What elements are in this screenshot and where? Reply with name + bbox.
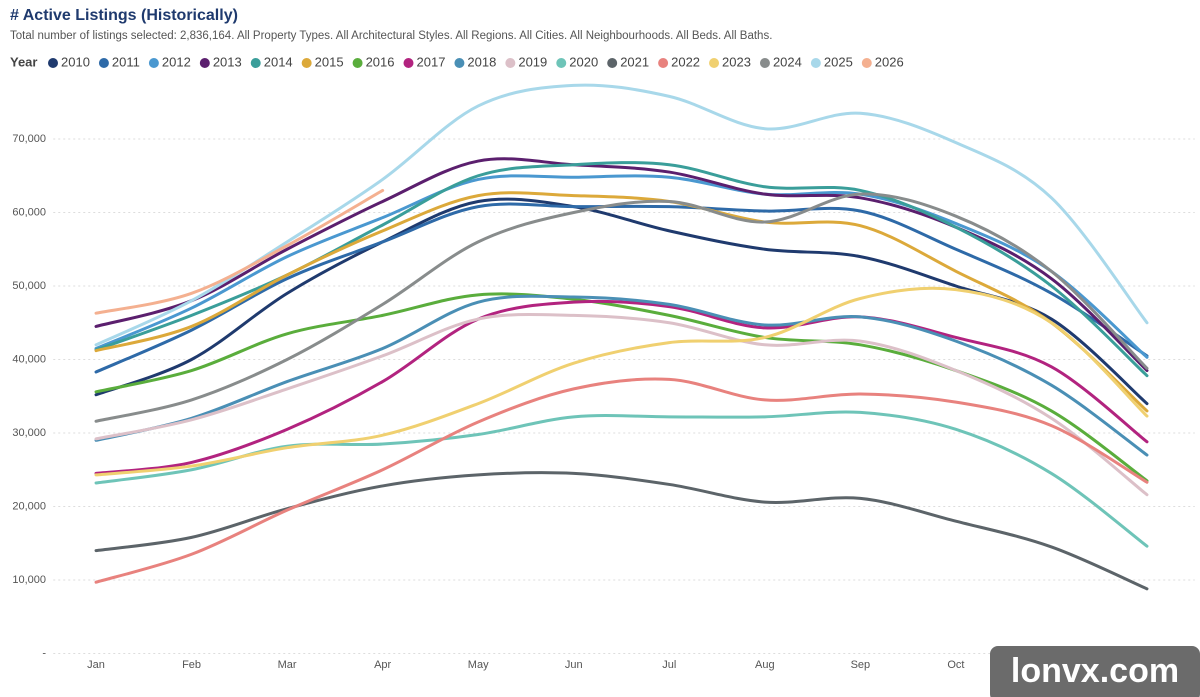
lines xyxy=(94,83,1149,591)
legend-swatch xyxy=(352,58,363,68)
x-tick-label: Mar xyxy=(278,659,297,671)
legend-label: 2022 xyxy=(671,54,700,69)
x-tick-label: Jan xyxy=(87,659,105,671)
legend-swatch xyxy=(98,58,109,68)
series-line xyxy=(94,174,1149,359)
legend-label: 2014 xyxy=(264,54,293,69)
series-line xyxy=(94,192,1149,423)
legend-swatch xyxy=(403,58,414,68)
legend-swatch xyxy=(454,58,465,68)
legend-label: 2026 xyxy=(875,54,904,69)
series-line xyxy=(94,202,1149,374)
legend-label: 2010 xyxy=(61,54,90,69)
x-tick-label: Jul xyxy=(662,659,676,671)
legend-label: 2025 xyxy=(824,54,853,69)
y-tick-label: 60,000 xyxy=(12,206,46,218)
series-line xyxy=(94,157,1149,373)
x-tick-label: Aug xyxy=(755,659,775,671)
series-line xyxy=(94,286,1149,477)
legend-label: 2016 xyxy=(366,54,395,69)
y-tick-label: 30,000 xyxy=(12,427,46,439)
legend-label: 2012 xyxy=(162,54,191,69)
series-line xyxy=(94,299,1149,475)
y-tick-label: 40,000 xyxy=(12,353,46,365)
series-line xyxy=(94,377,1149,584)
legend-swatch xyxy=(199,58,210,68)
x-tick-label: Sep xyxy=(851,659,871,671)
watermark-box xyxy=(990,646,1200,697)
legend-label: 2011 xyxy=(112,54,140,69)
legend-label: 2015 xyxy=(315,54,344,69)
legend-swatch xyxy=(709,58,720,68)
series-line xyxy=(94,294,1149,457)
series-line xyxy=(94,312,1149,497)
series-line xyxy=(94,83,1149,347)
legend-title: Year xyxy=(10,54,37,69)
x-tick-label: Jun xyxy=(565,659,583,671)
chart-subtitle: Total number of listings selected: 2,836… xyxy=(10,30,772,42)
legend-swatch xyxy=(505,58,516,68)
x-tick-label: Oct xyxy=(947,659,964,671)
legend-swatch xyxy=(607,58,618,68)
series-line xyxy=(94,410,1149,548)
legend-swatch xyxy=(556,58,567,68)
legend-swatch xyxy=(148,58,159,68)
y-tick-label: 20,000 xyxy=(12,500,46,512)
series-line xyxy=(94,188,385,315)
y-tick-label: - xyxy=(42,647,46,659)
x-tick-label: May xyxy=(468,659,489,671)
legend-label: 2024 xyxy=(773,54,802,69)
legend-label: 2013 xyxy=(213,54,242,69)
legend-swatch xyxy=(301,58,312,68)
legend-label: 2018 xyxy=(467,54,496,69)
x-tick-label: Apr xyxy=(374,659,391,671)
legend-swatch xyxy=(810,58,821,68)
legend-label: 2017 xyxy=(417,54,446,69)
y-tick-label: 50,000 xyxy=(12,280,46,292)
watermark: lonvx.com xyxy=(1011,652,1179,690)
y-tick-label: 10,000 xyxy=(12,574,46,586)
legend-swatch xyxy=(250,58,261,68)
legend-label: 2019 xyxy=(518,54,547,69)
legend-swatch xyxy=(48,58,58,68)
legend: 2010 2011 2012 2013 2014 2015 2016 2017 2018 2019… xyxy=(48,54,904,69)
series-line xyxy=(94,471,1149,591)
legend-label: 2023 xyxy=(722,54,751,69)
legend-swatch xyxy=(658,58,669,68)
chart-title: # Active Listings (Historically) xyxy=(10,7,238,24)
legend-label: 2021 xyxy=(620,54,649,69)
y-tick-label: 70,000 xyxy=(12,133,46,145)
legend-label: 2020 xyxy=(569,54,598,69)
x-tick-label: Feb xyxy=(182,659,201,671)
legend-swatch xyxy=(759,58,770,68)
series-line xyxy=(94,191,1149,413)
legend-swatch xyxy=(861,58,872,68)
